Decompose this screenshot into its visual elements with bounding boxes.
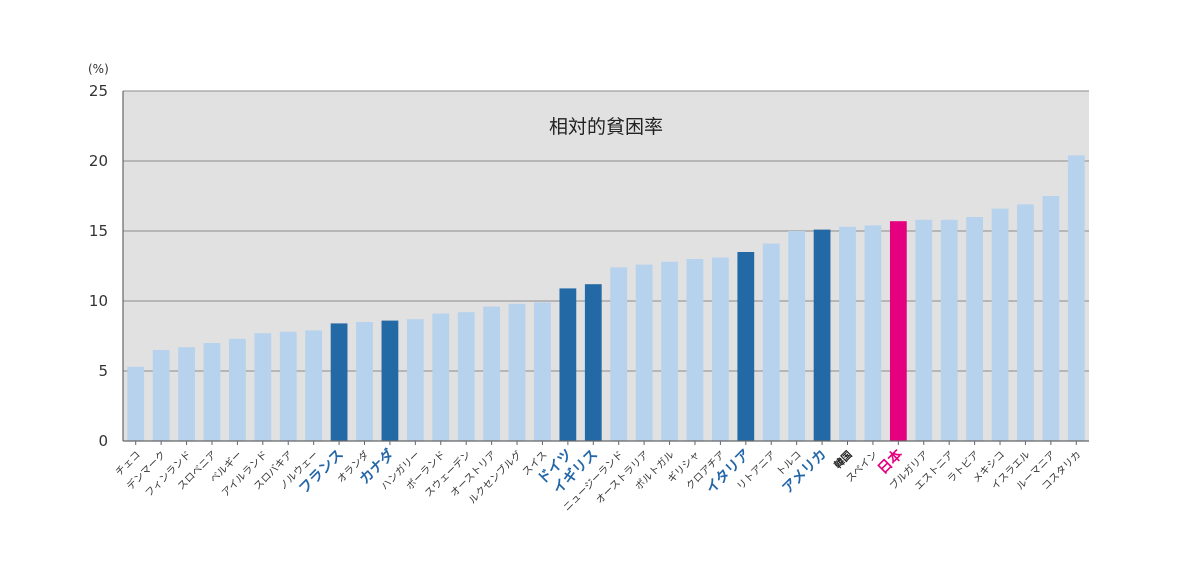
bar [940,219,958,441]
bar [915,219,933,441]
bar [305,330,323,441]
bar [1067,155,1085,441]
bar [534,302,551,441]
bar [127,366,145,441]
bar [1017,204,1034,441]
bar [686,259,704,441]
bar [889,221,907,441]
y-tick-label: 10 [89,292,108,310]
axes [122,91,1089,445]
bar [737,252,755,441]
y-tick-label: 0 [98,432,108,450]
bar [356,322,373,441]
bar [254,333,272,441]
bar [712,257,729,441]
y-tick-label: 5 [98,362,108,380]
y-tick-label: 20 [89,152,108,170]
bar [610,267,628,441]
y-tick-labels: 0 5 10 15 20 25 [89,82,108,450]
bar [279,331,297,441]
bar [661,261,678,441]
bar [762,243,780,441]
bar [991,208,1009,441]
bars [127,155,1085,441]
bar [508,303,526,441]
bar [839,226,856,441]
bar [203,343,221,441]
bar [559,288,577,441]
bar [966,217,983,441]
y-tick-label: 15 [89,222,108,240]
x-category-labels: チェコデンマークフィンランドスロベニアベルギーアイルランドスロバキアノルウェーフ… [113,445,1083,513]
bar [432,313,450,441]
bar [813,229,831,441]
bar [406,319,424,441]
bar [152,350,170,441]
bar [457,312,475,441]
bar [381,320,399,441]
bar [178,347,195,441]
y-tick-label: 25 [89,82,108,100]
bar [483,306,500,441]
bar [864,225,882,441]
x-category-label: 韓国 [831,448,854,471]
y-axis-unit-label: (%) [88,62,109,76]
bar [330,323,348,441]
bar [1042,196,1060,441]
bar [584,284,602,441]
bar [229,338,246,441]
bar [788,231,806,441]
bar [635,264,653,441]
chart-title: 相対的貧困率 [549,116,663,138]
